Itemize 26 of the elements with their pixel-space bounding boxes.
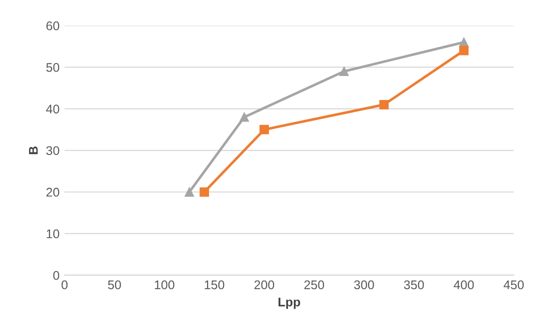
point [200,187,210,197]
x-tick-label: 100 [154,280,174,290]
y-tick-label: 10 [46,229,60,238]
y-tick-label: 0 [53,271,60,280]
x-tick-label: 200 [254,280,274,290]
x-tick-label: 400 [454,280,474,290]
y-tick-label: 30 [46,146,60,156]
y-tick-label: 40 [46,104,60,114]
point [339,66,349,76]
y-tick-label: 60 [46,21,60,30]
y-axis-title: B [29,146,38,154]
y-tick-label: 20 [46,188,60,197]
x-tick-label: 350 [404,280,424,290]
point [379,100,389,110]
x-axis-title: Lpp [278,298,300,309]
x-tick-label: 0 [62,280,68,290]
x-tick-label: 300 [354,280,374,290]
point [184,187,194,197]
point [260,124,269,134]
point [459,46,469,56]
x-tick-label: 50 [108,280,121,290]
x-tick-label: 250 [304,280,324,290]
x-tick-label: 150 [204,280,224,290]
x-tick-label: 450 [504,280,524,290]
y-tick-label: 50 [46,63,60,72]
point [240,112,249,122]
